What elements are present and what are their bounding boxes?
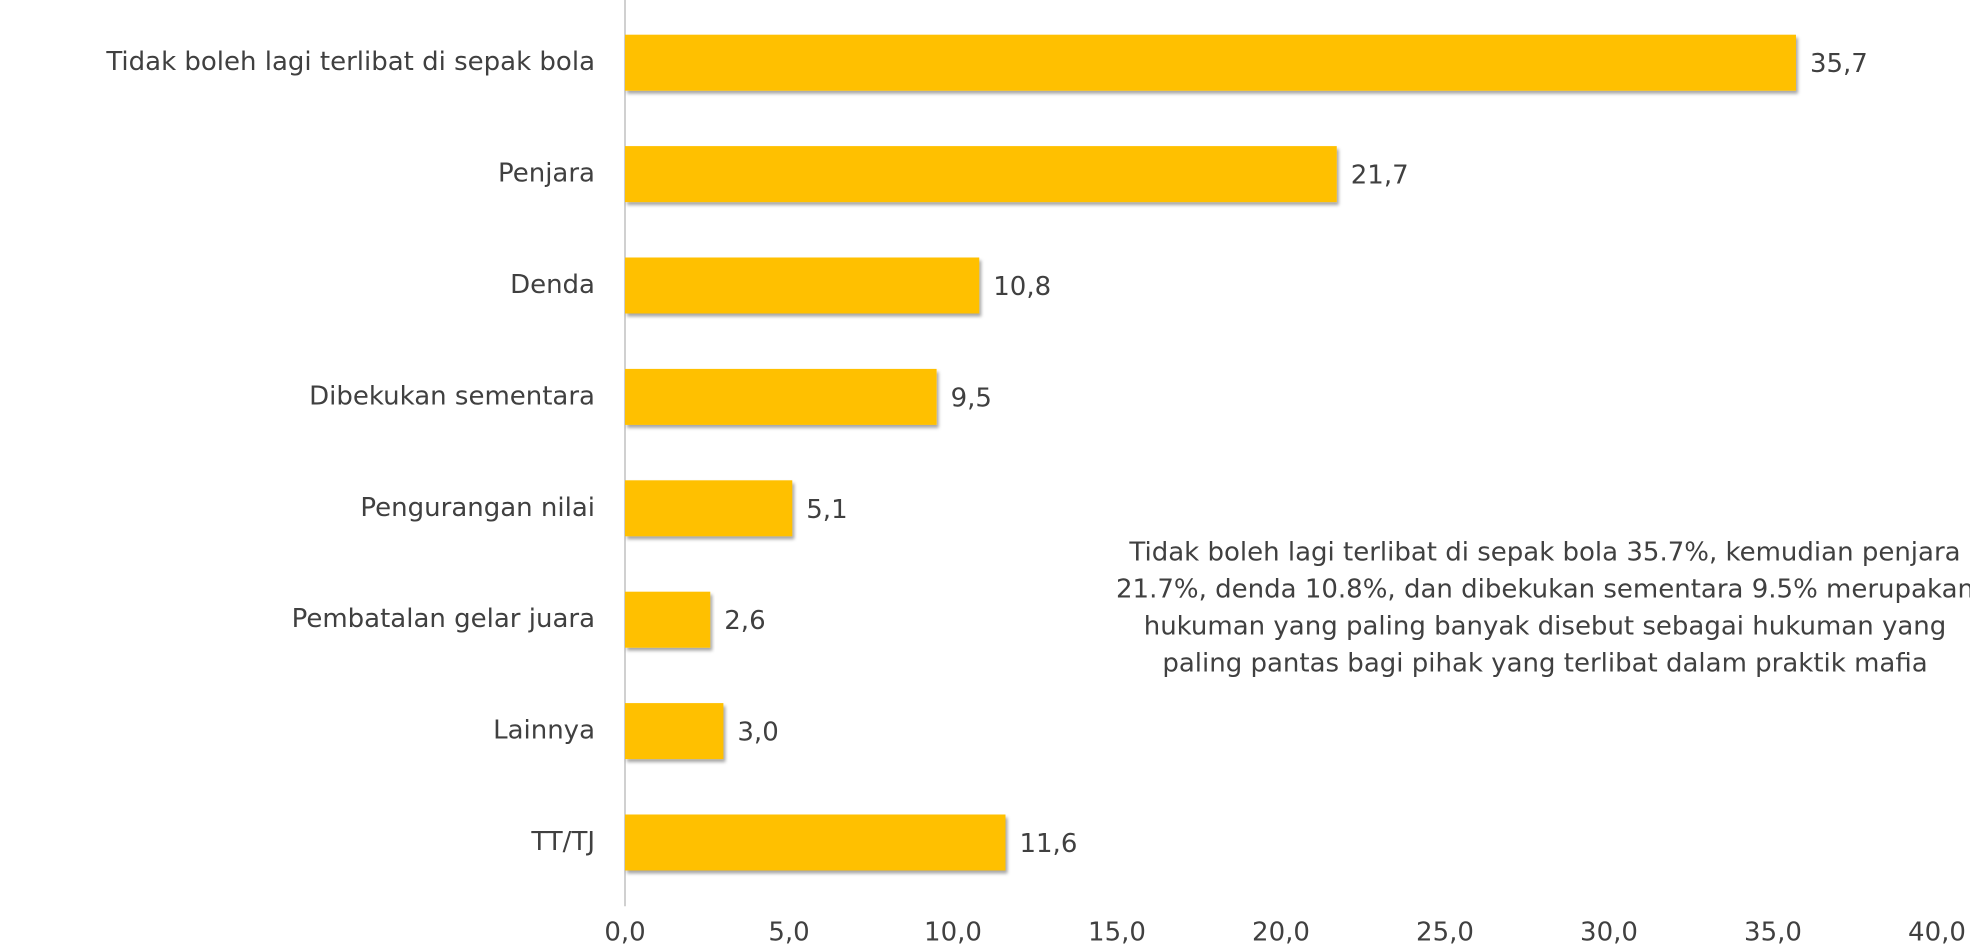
bar: [625, 814, 1006, 871]
value-label: 10,8: [993, 272, 1051, 302]
x-tick-label: 20,0: [1252, 918, 1310, 947]
value-label: 11,6: [1019, 829, 1077, 859]
x-tick-label: 35,0: [1744, 918, 1802, 947]
bar: [625, 34, 1796, 91]
y-tick-label: TT/TJ: [530, 827, 595, 857]
x-tick-label: 40,0: [1908, 918, 1966, 947]
y-tick-label: Pembatalan gelar juara: [292, 604, 595, 634]
bar: [625, 591, 711, 648]
x-tick-label: 0,0: [604, 918, 645, 947]
value-label: 2,6: [724, 606, 765, 636]
y-tick-label: Penjara: [498, 159, 595, 189]
bar: [625, 368, 937, 425]
bar: [625, 146, 1337, 203]
value-label: 21,7: [1351, 161, 1409, 191]
y-tick-label: Dibekukan sementara: [309, 381, 595, 411]
value-label: 35,7: [1810, 49, 1868, 79]
annotation: hukuman yang paling banyak disebut sebag…: [1144, 612, 1947, 642]
x-tick-label: 25,0: [1416, 918, 1474, 947]
annotation: Tidak boleh lagi terlibat di sepak bola …: [1128, 538, 1960, 568]
y-tick-label: Denda: [510, 270, 595, 300]
y-tick-label: Tidak boleh lagi terlibat di sepak bola: [105, 47, 595, 77]
annotation: paling pantas bagi pihak yang terlibat d…: [1162, 649, 1927, 679]
bar: [625, 257, 980, 314]
annotation: 21.7%, denda 10.8%, dan dibekukan sement…: [1116, 575, 1970, 605]
value-label: 9,5: [951, 383, 992, 413]
x-tick-label: 15,0: [1088, 918, 1146, 947]
value-label: 5,1: [806, 495, 847, 525]
y-tick-label: Lainnya: [493, 716, 595, 746]
bar: [625, 480, 793, 537]
y-tick-label: Pengurangan nilai: [360, 493, 595, 523]
bar: [625, 703, 724, 760]
x-tick-label: 30,0: [1580, 918, 1638, 947]
x-tick-label: 10,0: [924, 918, 982, 947]
x-tick-label: 5,0: [768, 918, 809, 947]
value-label: 3,0: [737, 718, 778, 748]
